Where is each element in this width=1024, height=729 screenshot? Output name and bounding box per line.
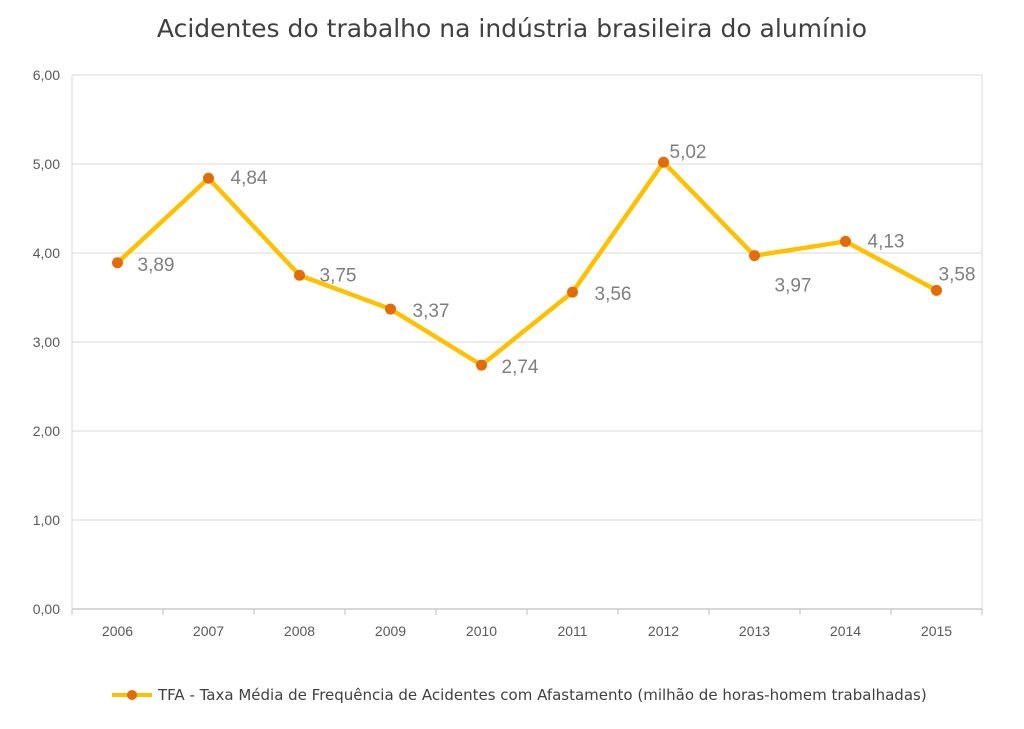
- y-tick-label: 6,00: [33, 67, 60, 83]
- data-label: 4,13: [868, 231, 905, 252]
- legend-label: TFA - Taxa Média de Frequência de Aciden…: [158, 686, 927, 704]
- data-point: [112, 257, 123, 269]
- x-axis-tick-labels: 2006 2007 2008 2009 2010 2011 2012 2013 2014 2015: [102, 623, 952, 639]
- y-tick-label: 5,00: [33, 156, 60, 172]
- x-tick-label: 2006: [102, 623, 133, 639]
- axes: [71, 75, 983, 615]
- data-label: 3,56: [595, 284, 632, 305]
- x-tick-label: 2010: [466, 623, 497, 639]
- data-label: 3,89: [138, 255, 175, 276]
- data-point: [476, 359, 487, 371]
- data-point: [931, 284, 942, 296]
- y-tick-label: 4,00: [33, 245, 60, 261]
- x-tick-label: 2014: [830, 623, 861, 639]
- y-tick-label: 1,00: [33, 512, 60, 528]
- x-tick-label: 2011: [557, 623, 587, 639]
- legend: TFA - Taxa Média de Frequência de Aciden…: [112, 686, 927, 704]
- y-axis-tick-labels: 0,00 1,00 2,00 3,00 4,00 5,00 6,00: [33, 67, 60, 617]
- data-point: [567, 286, 578, 298]
- data-label: 4,84: [231, 168, 268, 189]
- y-tick-label: 3,00: [33, 334, 60, 350]
- series-line: [115, 159, 939, 368]
- data-point: [749, 250, 760, 262]
- data-label: 2,74: [502, 357, 539, 378]
- x-tick-label: 2012: [648, 623, 679, 639]
- data-point: [840, 235, 851, 247]
- x-tick-label: 2013: [739, 623, 770, 639]
- chart-title: Acidentes do trabalho na indústria brasi…: [156, 14, 868, 43]
- series-tfa: [112, 156, 942, 371]
- gridlines: [72, 74, 982, 521]
- data-point: [294, 269, 305, 281]
- data-point: [658, 156, 669, 168]
- data-point: [385, 303, 396, 315]
- x-tick-label: 2007: [193, 623, 224, 639]
- x-tick-label: 2009: [375, 623, 406, 639]
- data-label: 3,58: [939, 264, 976, 285]
- x-tick-label: 2008: [284, 623, 315, 639]
- y-tick-label: 2,00: [33, 423, 60, 439]
- data-label: 3,37: [413, 301, 450, 322]
- data-label: 3,97: [775, 276, 812, 297]
- legend-swatch: [112, 690, 152, 700]
- data-label: 3,75: [320, 265, 357, 286]
- data-labels: 3,89 4,84 3,75 3,37 2,74 3,56 5,02 3,97 4,13 3,58: [138, 142, 976, 378]
- x-tick-label: 2015: [921, 623, 952, 639]
- y-tick-label: 0,00: [33, 601, 60, 617]
- data-label: 5,02: [670, 142, 707, 163]
- data-point: [203, 172, 214, 184]
